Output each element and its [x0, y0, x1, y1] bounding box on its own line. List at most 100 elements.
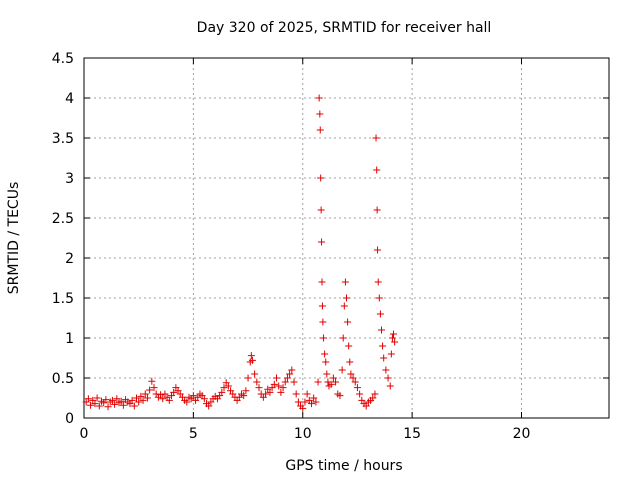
data-point [346, 358, 354, 366]
data-point [108, 396, 116, 404]
data-point [344, 318, 352, 326]
data-point [253, 378, 261, 386]
data-point [349, 374, 357, 382]
data-point [242, 387, 250, 395]
y-tick-label: 1.5 [52, 291, 74, 307]
data-point [372, 134, 380, 142]
data-point [150, 384, 158, 392]
data-point [275, 382, 283, 390]
data-point [339, 334, 347, 342]
data-point [336, 392, 344, 400]
x-tick-label: 0 [80, 426, 89, 442]
data-point [316, 126, 324, 134]
data-point [301, 398, 309, 406]
data-point [128, 396, 136, 404]
x-tick-label: 10 [294, 426, 312, 442]
y-tick-label: 0.5 [52, 371, 74, 387]
data-point [378, 326, 385, 334]
data-points [82, 94, 399, 412]
data-point [218, 388, 226, 396]
data-point [91, 400, 99, 408]
data-point [375, 294, 383, 302]
data-point [170, 388, 178, 396]
data-point [379, 342, 387, 350]
x-tick-label: 5 [189, 426, 198, 442]
y-tick-label: 0 [65, 411, 74, 427]
data-point [380, 354, 388, 362]
data-point [283, 374, 291, 382]
y-axis-title: SRMTID / TECUs [6, 182, 22, 295]
data-point [343, 294, 350, 302]
chart-title: Day 320 of 2025, SRMTID for receiver hal… [197, 20, 492, 36]
data-point [146, 386, 154, 394]
data-point [373, 166, 381, 174]
data-point [323, 370, 331, 378]
data-point [332, 378, 340, 386]
data-point [292, 390, 300, 398]
y-tick-labels: 0 0.5 1 1.5 2 2.5 3 3.5 4 4.5 [52, 51, 74, 427]
data-point [308, 400, 315, 408]
data-point [159, 395, 167, 403]
plot-area-border [83, 57, 610, 419]
data-point [327, 380, 335, 388]
data-point [113, 395, 121, 403]
data-point [371, 390, 379, 398]
data-point [262, 390, 270, 398]
data-point [387, 350, 395, 358]
data-point [390, 330, 398, 338]
data-point [338, 366, 346, 374]
data-point [248, 356, 256, 364]
data-point [351, 378, 359, 386]
data-point [255, 384, 263, 392]
data-point [189, 392, 197, 400]
x-axis-title: GPS time / hours [285, 458, 402, 474]
data-point [353, 384, 361, 392]
data-point [391, 338, 399, 346]
data-point [133, 394, 140, 402]
data-point [286, 370, 294, 378]
data-point [288, 366, 296, 374]
data-point [317, 174, 325, 182]
y-tick-label: 4 [65, 91, 74, 107]
data-point [148, 377, 156, 385]
y-tick-label: 2.5 [52, 211, 74, 227]
tick-marks [83, 57, 609, 419]
data-point [315, 94, 323, 102]
data-point [317, 206, 325, 214]
data-point [312, 398, 320, 406]
data-point [386, 382, 394, 390]
data-point [93, 394, 101, 402]
data-point [374, 246, 382, 254]
data-point [281, 378, 289, 386]
data-point [299, 404, 307, 412]
data-point [104, 403, 112, 411]
data-point [119, 401, 127, 409]
data-point [117, 397, 125, 405]
data-point [318, 302, 326, 310]
data-point [224, 382, 232, 390]
data-point [111, 400, 119, 408]
data-point [205, 402, 213, 410]
data-point [84, 395, 92, 403]
data-point [322, 358, 330, 366]
data-point [290, 378, 298, 386]
data-point [266, 388, 274, 396]
data-point [135, 398, 143, 406]
data-point [139, 396, 147, 404]
y-tick-label: 2 [65, 251, 74, 267]
data-point [384, 374, 392, 382]
x-tick-labels: 0 5 10 15 20 [80, 426, 531, 442]
x-tick-label: 20 [513, 426, 531, 442]
data-point [244, 374, 252, 382]
data-point [95, 402, 103, 410]
data-point [329, 374, 337, 382]
data-point [376, 310, 384, 318]
data-point [388, 334, 396, 342]
data-point [347, 370, 355, 378]
data-point [345, 342, 353, 350]
data-point [294, 398, 302, 406]
data-point [102, 396, 110, 404]
data-point [356, 390, 364, 398]
